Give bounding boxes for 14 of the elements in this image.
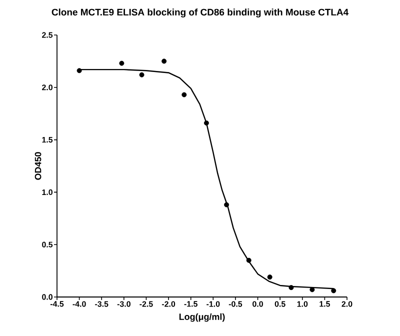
chart-title: Clone MCT.E9 ELISA blocking of CD86 binding with Mouse CTLA4 <box>52 8 349 18</box>
point <box>182 92 187 98</box>
point <box>288 285 294 290</box>
point <box>331 288 336 294</box>
point <box>204 120 209 126</box>
point <box>224 202 230 208</box>
point <box>76 68 82 74</box>
point <box>139 72 144 78</box>
point <box>267 274 272 280</box>
point <box>119 60 124 66</box>
x-axis-title: Log(μg/ml) <box>179 313 225 322</box>
point <box>246 258 252 263</box>
point <box>162 58 167 64</box>
y-axis-title: OD450 <box>34 152 42 180</box>
